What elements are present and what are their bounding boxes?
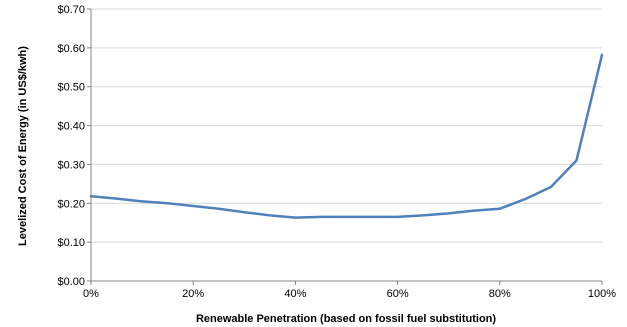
x-tick-label-1: 20% <box>182 288 204 300</box>
x-axis-title: Renewable Penetration (based on fossil f… <box>196 313 496 325</box>
gridlines <box>91 8 602 243</box>
axes <box>87 8 603 285</box>
series-layer <box>89 53 604 219</box>
y-tick-label-0: $0.00 <box>57 276 85 288</box>
y-axis-title: Levelized Cost of Energy (in US$/kwh) <box>17 46 29 246</box>
y-tick-label-6: $0.60 <box>57 43 85 55</box>
y-tick-label-7: $0.70 <box>57 4 85 16</box>
x-tick-label-0: 0% <box>83 288 99 300</box>
y-tick-label-5: $0.50 <box>57 82 85 94</box>
x-tick-label-4: 80% <box>489 288 511 300</box>
series-line-0 <box>89 53 604 219</box>
x-tick-label-5: 100% <box>588 288 616 300</box>
y-tick-label-4: $0.40 <box>57 121 85 133</box>
y-tick-label-3: $0.30 <box>57 159 85 171</box>
x-tick-label-2: 40% <box>284 288 306 300</box>
x-tick-label-3: 60% <box>387 288 409 300</box>
y-tick-label-1: $0.10 <box>57 237 85 249</box>
y-tick-label-2: $0.20 <box>57 198 85 210</box>
y-tick-labels: $0.00 $0.10 $0.20 $0.30 $0.40 $0.50 $0.60 $0.70 <box>57 4 85 288</box>
x-tick-labels: 0% 20% 40% 60% 80% 100% <box>83 288 616 300</box>
